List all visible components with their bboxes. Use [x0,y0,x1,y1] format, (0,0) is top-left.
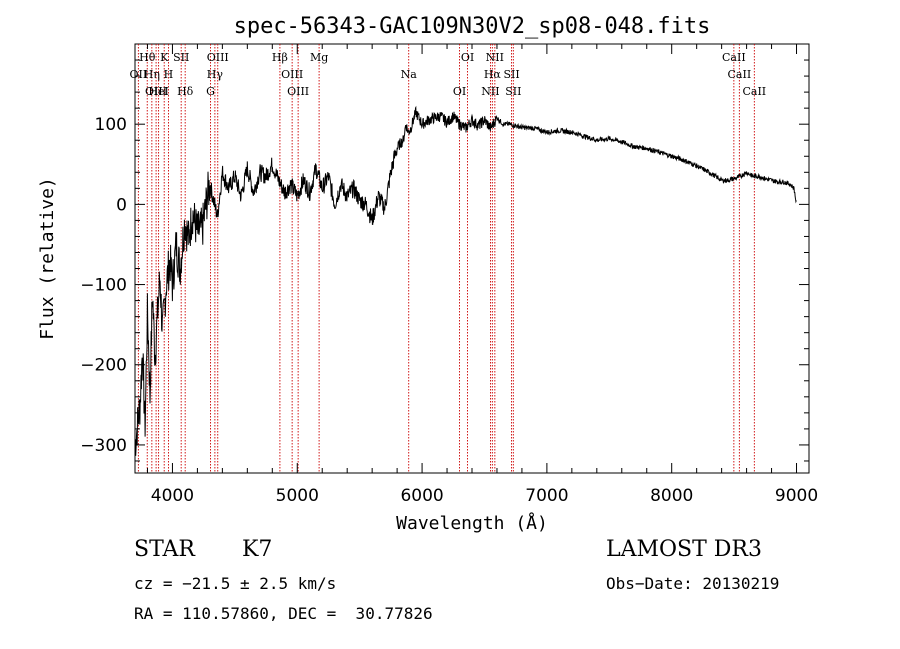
x-tick-label: 6000 [400,486,443,506]
plot-frame [134,43,810,474]
line-label: SII [505,85,521,98]
line-label: Hγ [207,68,224,81]
line-label: CaII [728,68,752,81]
line-label: OI [453,85,466,98]
line-label: OI [461,51,474,64]
line-label: Hβ [272,51,288,64]
line-label: OII [130,68,148,81]
line-label: G [206,85,215,98]
x-tick-label: 7000 [525,486,568,506]
y-tick-label: −200 [80,356,127,376]
line-label: OIII [287,85,309,98]
line-label: SII [173,51,189,64]
redshift-velocity: cz = −21.5 ± 2.5 km/s [134,574,337,593]
y-tick-label: 100 [95,115,127,135]
observation-date: Obs−Date: 20130219 [606,574,780,593]
chart-title: spec-56343-GAC109N30V2_sp08-048.fits [234,14,711,39]
line-label: NII [481,85,499,98]
line-label: OIII [207,51,229,64]
line-label: Hθ [139,51,156,64]
x-tick-label: 5000 [276,486,319,506]
x-axis-label: Wavelength (Å) [396,512,548,534]
coordinates: RA = 110.57860, DEC = 30.77826 [134,604,433,623]
survey-name: LAMOST DR3 [606,537,762,562]
line-label: OIII [145,85,167,98]
x-tick-label: 9000 [775,486,818,506]
line-label: OIII [281,68,303,81]
line-label: H [164,68,174,81]
line-label: CaII [722,51,746,64]
line-label: Mg [310,51,328,64]
y-tick-label: 0 [116,195,127,215]
line-label: SII [503,68,519,81]
object-class: STAR [134,537,195,562]
x-tick-label: 8000 [650,486,693,506]
object-subclass: K7 [242,537,273,562]
y-tick-label: −100 [80,276,127,296]
line-label: Hη [144,68,160,81]
line-label: Hα [484,68,502,81]
line-label: CaII [742,85,766,98]
line-label: Hδ [177,85,194,98]
line-label: K [160,51,169,64]
y-tick-label: −300 [80,436,127,456]
y-axis-label: Flux (relative) [37,177,58,340]
line-label: Na [401,68,418,81]
line-label: HeI [148,85,168,98]
line-label: NII [486,51,504,64]
x-tick-label: 4000 [151,486,194,506]
spectrum-series [134,105,797,456]
